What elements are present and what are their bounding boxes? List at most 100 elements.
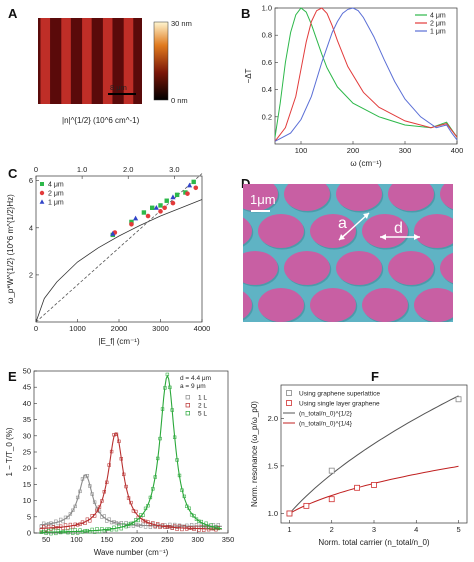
y-tick-label: 4 — [29, 223, 33, 232]
data-point — [59, 517, 63, 522]
data-point — [126, 496, 131, 500]
data-point — [134, 518, 138, 522]
data-point — [46, 524, 51, 529]
y-tick-label: 1.5 — [268, 461, 278, 470]
data-point — [95, 527, 99, 531]
data-point — [88, 519, 92, 523]
data-point — [85, 473, 90, 478]
data-point — [51, 528, 56, 533]
data-point — [191, 179, 196, 185]
data-point — [124, 524, 128, 529]
data-point — [73, 522, 77, 527]
y-axis-label: −ΔT — [244, 68, 253, 83]
power-law-curve — [289, 395, 459, 514]
data-point — [185, 504, 189, 508]
data-point — [73, 528, 77, 532]
graphene-disk — [258, 214, 304, 248]
y-tick-label: 1.0 — [262, 4, 272, 13]
panel-d: D 1μm a d — [241, 176, 474, 361]
data-point — [90, 514, 94, 518]
graphene-disk — [414, 288, 453, 322]
y-tick-label: 5 — [27, 512, 31, 521]
data-point — [73, 504, 77, 509]
data-point — [182, 525, 187, 529]
data-point — [131, 509, 136, 513]
data-point — [83, 474, 87, 479]
graphene-disk — [362, 288, 408, 322]
data-point — [202, 523, 206, 527]
y-tick-label: 20 — [23, 464, 31, 473]
data-point — [88, 484, 92, 488]
data-point — [455, 396, 462, 403]
panel-b-label: B — [241, 6, 250, 21]
disk-shadow — [467, 290, 474, 324]
data-point — [83, 529, 87, 533]
panel-c-label: C — [8, 166, 18, 181]
legend-marker — [39, 190, 45, 196]
data-point — [143, 525, 148, 529]
data-point — [78, 489, 82, 494]
x-tick-label: 400 — [451, 146, 464, 155]
legend-label: 1 μm — [48, 200, 64, 207]
graphene-disk — [243, 251, 278, 285]
data-point — [80, 530, 85, 534]
data-point — [56, 521, 60, 526]
panel-c: C 0 1000 2000 3000 4000 0 1.0 2.0 3.0 2 4 6 |E_f| (c… — [6, 165, 210, 346]
data-point — [180, 488, 184, 492]
chart-e: 50 100 150 200 250 300 350 0 5 10 15 20 25 30 35 40 45 50… — [5, 367, 234, 558]
data-point — [162, 205, 167, 211]
disk-shadow — [467, 216, 474, 250]
data-point — [146, 504, 150, 508]
data-point — [66, 530, 70, 535]
data-point — [66, 515, 70, 520]
data-point — [163, 386, 167, 390]
data-point — [175, 458, 179, 462]
data-point — [68, 522, 73, 527]
data-point — [129, 521, 133, 526]
data-point — [88, 530, 92, 534]
data-point — [54, 526, 58, 530]
panel-d-label: D — [241, 176, 250, 191]
data-point — [136, 523, 140, 527]
fit-curve — [40, 374, 222, 533]
data-point — [61, 530, 65, 534]
panel-e-label: E — [8, 369, 17, 384]
data-point — [133, 215, 139, 221]
graphene-disk — [243, 184, 278, 211]
x-tick-label: 1000 — [69, 324, 86, 333]
data-point — [185, 191, 190, 196]
data-point — [148, 525, 153, 529]
data-point — [194, 525, 199, 529]
data-point — [206, 525, 211, 530]
data-point — [100, 499, 104, 503]
graphene-disk — [284, 325, 330, 359]
data-point — [97, 505, 102, 509]
data-point — [131, 521, 136, 525]
data-point — [105, 519, 109, 523]
data-point — [143, 519, 148, 524]
data-point — [158, 203, 163, 208]
data-point — [42, 524, 46, 529]
legend-marker — [40, 182, 44, 186]
x-tick-label: 50 — [42, 535, 50, 544]
x-axis-label: Norm. total carrier (n_total/n_0) — [318, 538, 429, 547]
disk-shadow — [441, 327, 474, 361]
data-point — [126, 522, 131, 527]
data-point — [63, 523, 68, 527]
data-point — [143, 506, 148, 511]
chart-c: 0 1000 2000 3000 4000 0 1.0 2.0 3.0 2 4 6 |E_f| (cm⁻… — [6, 165, 210, 346]
legend-label: 2 μm — [430, 21, 446, 28]
data-point — [109, 520, 114, 525]
data-point — [92, 500, 97, 504]
x-axis-label: ω (cm⁻¹) — [350, 159, 382, 168]
data-point — [102, 514, 107, 518]
graphene-disk — [310, 288, 356, 322]
data-point — [136, 518, 140, 523]
top-x-tick-label: 0 — [34, 165, 38, 174]
data-point — [90, 527, 94, 532]
data-point — [117, 524, 121, 528]
graphene-disk — [336, 325, 382, 359]
legend-label: 1 μm — [430, 29, 446, 36]
afm-stripe — [61, 18, 71, 104]
data-point — [187, 526, 191, 530]
